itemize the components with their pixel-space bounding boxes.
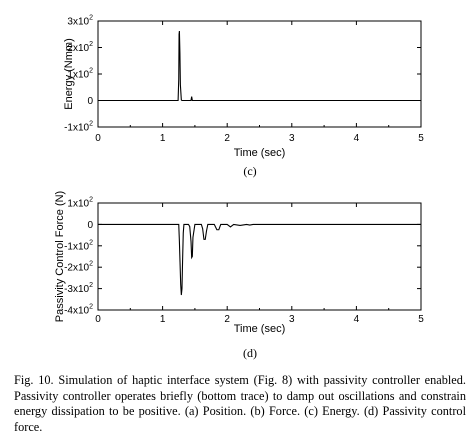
x-axis-label: Time (sec): [234, 147, 286, 159]
y-axis-label: Energy (Nmm): [63, 38, 75, 110]
y-tick-label-exponent: 2: [89, 239, 93, 246]
y-tick-label-base: -1x10: [64, 123, 89, 134]
x-tick-label: 5: [418, 314, 424, 325]
plot-frame: [97, 20, 422, 128]
x-axis-label: Time (sec): [234, 323, 286, 335]
x-tick-label: 0: [95, 133, 101, 144]
x-tick-label: 0: [95, 314, 101, 325]
y-tick-label: -3x102: [64, 282, 93, 295]
y-tick-label-base: 1x10: [67, 199, 89, 210]
figure-caption: Fig. 10. Simulation of haptic interface …: [14, 373, 466, 434]
y-tick-label: -1x102: [64, 121, 93, 134]
y-tick-label-exponent: 2: [89, 15, 93, 22]
subfigure-label: (d): [243, 346, 257, 360]
y-tick-label-base: -4x10: [64, 306, 89, 317]
y-axis-label: Passivity Control Force (N): [54, 191, 66, 322]
y-tick-label-exponent: 2: [89, 261, 93, 268]
y-tick-label-base: 1x10: [67, 70, 89, 81]
y-tick-label: -4x102: [64, 304, 93, 317]
y-tick-label-base: 3x10: [67, 17, 89, 28]
series-line: [98, 31, 421, 102]
x-tick-label: 4: [354, 314, 360, 325]
x-tick-label: 4: [354, 133, 360, 144]
y-tick-label: 3x102: [67, 15, 93, 28]
y-tick-label: 0: [87, 220, 93, 231]
y-tick-label-base: -1x10: [64, 241, 89, 252]
y-tick-label-base: 2x10: [67, 43, 89, 54]
subfigure-label: (c): [243, 164, 256, 178]
y-tick-label: 2x102: [67, 41, 93, 54]
y-tick-label-exponent: 2: [89, 197, 93, 204]
y-tick-label-exponent: 2: [89, 282, 93, 289]
x-tick-label: 1: [160, 314, 166, 325]
x-tick-label: 3: [289, 133, 295, 144]
series-line: [98, 223, 421, 296]
y-tick-label-exponent: 2: [89, 121, 93, 128]
y-tick-label: 1x102: [67, 68, 93, 81]
y-tick-label-exponent: 2: [89, 304, 93, 311]
y-tick-label-base: 0: [87, 96, 93, 107]
y-tick-label: 1x102: [67, 197, 93, 210]
y-tick-label-exponent: 2: [89, 41, 93, 48]
y-tick-label-base: -2x10: [64, 263, 89, 274]
x-tick-label: 3: [289, 314, 295, 325]
y-tick-label-exponent: 2: [89, 68, 93, 75]
y-tick-label-base: -3x10: [64, 284, 89, 295]
y-tick-label: -2x102: [64, 261, 93, 274]
y-tick-label: 0: [87, 96, 93, 107]
y-tick-label-base: 0: [87, 220, 93, 231]
chart-panel-d: 0 1 2 3 4 51x1020-1x102-2x102-3x102-4x102Time…: [54, 191, 424, 360]
x-tick-label: 2: [224, 314, 230, 325]
y-tick-label: -1x102: [64, 239, 93, 252]
x-tick-label: 5: [418, 133, 424, 144]
plot-frame: [97, 202, 422, 311]
x-tick-label: 1: [160, 133, 166, 144]
x-tick-label: 2: [224, 133, 230, 144]
